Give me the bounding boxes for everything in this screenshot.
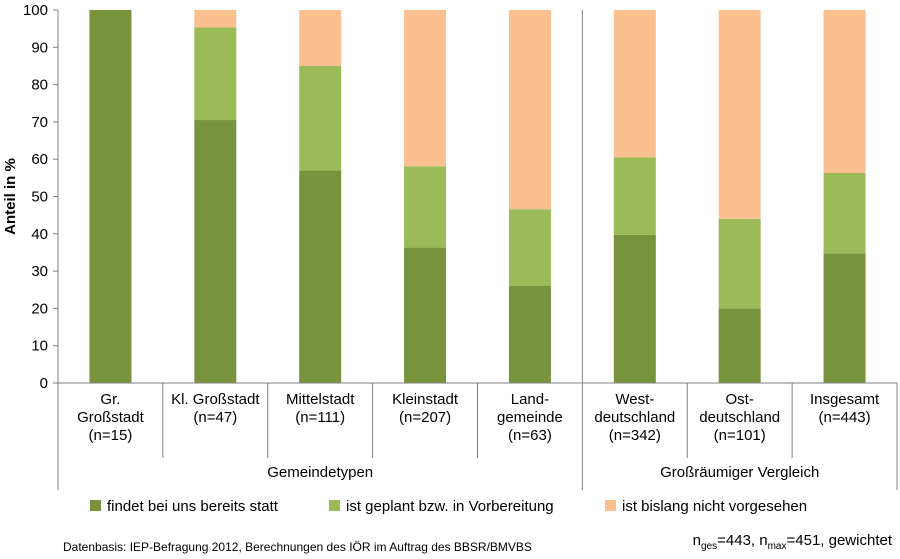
- bar-segment-1-5: [508, 286, 551, 383]
- bar-segment-2-7: [718, 218, 761, 309]
- y-tick-label: 80: [31, 77, 48, 94]
- category-label-6: West-deutschland (n=342): [594, 391, 675, 444]
- category-label-1: Gr. Großstadt (n=15): [77, 391, 145, 444]
- y-tick-label: 30: [31, 263, 48, 280]
- bar-segment-2-4: [404, 166, 447, 248]
- source-note: Datenbasis: IEP-Befragung 2012, Berechnu…: [63, 540, 532, 554]
- y-tick-label: 0: [40, 375, 48, 392]
- bar-segment-2-8: [823, 173, 866, 254]
- y-tick-label: 50: [31, 189, 48, 206]
- category-label-3: Mittelstadt (n=111): [286, 391, 355, 426]
- legend-swatch-3: [605, 500, 616, 511]
- bar-segment-2-5: [508, 209, 551, 287]
- y-tick-label: 70: [31, 114, 48, 131]
- y-tick-label: 10: [31, 338, 48, 355]
- legend-swatch-2: [329, 500, 340, 511]
- legend-label-1: findet bei uns bereits statt: [107, 498, 279, 515]
- bar-segment-1-8: [823, 253, 866, 383]
- bar-segment-2-2: [194, 27, 237, 121]
- sample-size-note: nges=443, nmax=451, gewichtet: [692, 532, 892, 552]
- y-tick-label: 40: [31, 226, 48, 243]
- bar-segment-1-1: [89, 10, 132, 383]
- y-tick-label: 20: [31, 300, 48, 317]
- bar-segment-2-3: [299, 65, 342, 171]
- bar-segment-3-5: [508, 10, 551, 210]
- bar-segment-2-6: [613, 157, 656, 235]
- bar-segment-3-6: [613, 10, 656, 158]
- bar-segment-3-4: [404, 10, 447, 167]
- legend-label-2: ist geplant bzw. in Vorbereitung: [346, 498, 554, 515]
- category-label-5: Land-gemeinde (n=63): [497, 391, 563, 444]
- bar-segment-1-4: [404, 247, 447, 383]
- bar-segment-3-7: [718, 10, 761, 219]
- y-tick-label: 60: [31, 151, 48, 168]
- bar-segment-1-6: [613, 234, 656, 383]
- legend-label-3: ist bislang nicht vorgesehen: [622, 498, 807, 515]
- y-tick-label: 100: [23, 2, 48, 19]
- category-label-8: Insgesamt (n=443): [810, 391, 880, 426]
- legend-swatch-1: [90, 500, 101, 511]
- bar-segment-3-3: [299, 10, 342, 66]
- category-label-2: Kl. Großstadt (n=47): [171, 391, 260, 426]
- y-tick-label: 90: [31, 39, 48, 56]
- group-label-1: Gemeindetypen: [267, 464, 373, 481]
- bar-segment-1-7: [718, 308, 761, 383]
- category-label-4: Kleinstadt (n=207): [392, 391, 459, 426]
- y-axis-title: Anteil in %: [2, 158, 19, 235]
- bar-segment-1-3: [299, 170, 342, 383]
- group-label-2: Großräumiger Vergleich: [660, 464, 819, 481]
- category-label-7: Ost-deutschland (n=101): [699, 391, 780, 444]
- bar-segment-3-8: [823, 10, 866, 174]
- bar-segment-1-2: [194, 120, 237, 383]
- bar-segment-3-2: [194, 10, 237, 28]
